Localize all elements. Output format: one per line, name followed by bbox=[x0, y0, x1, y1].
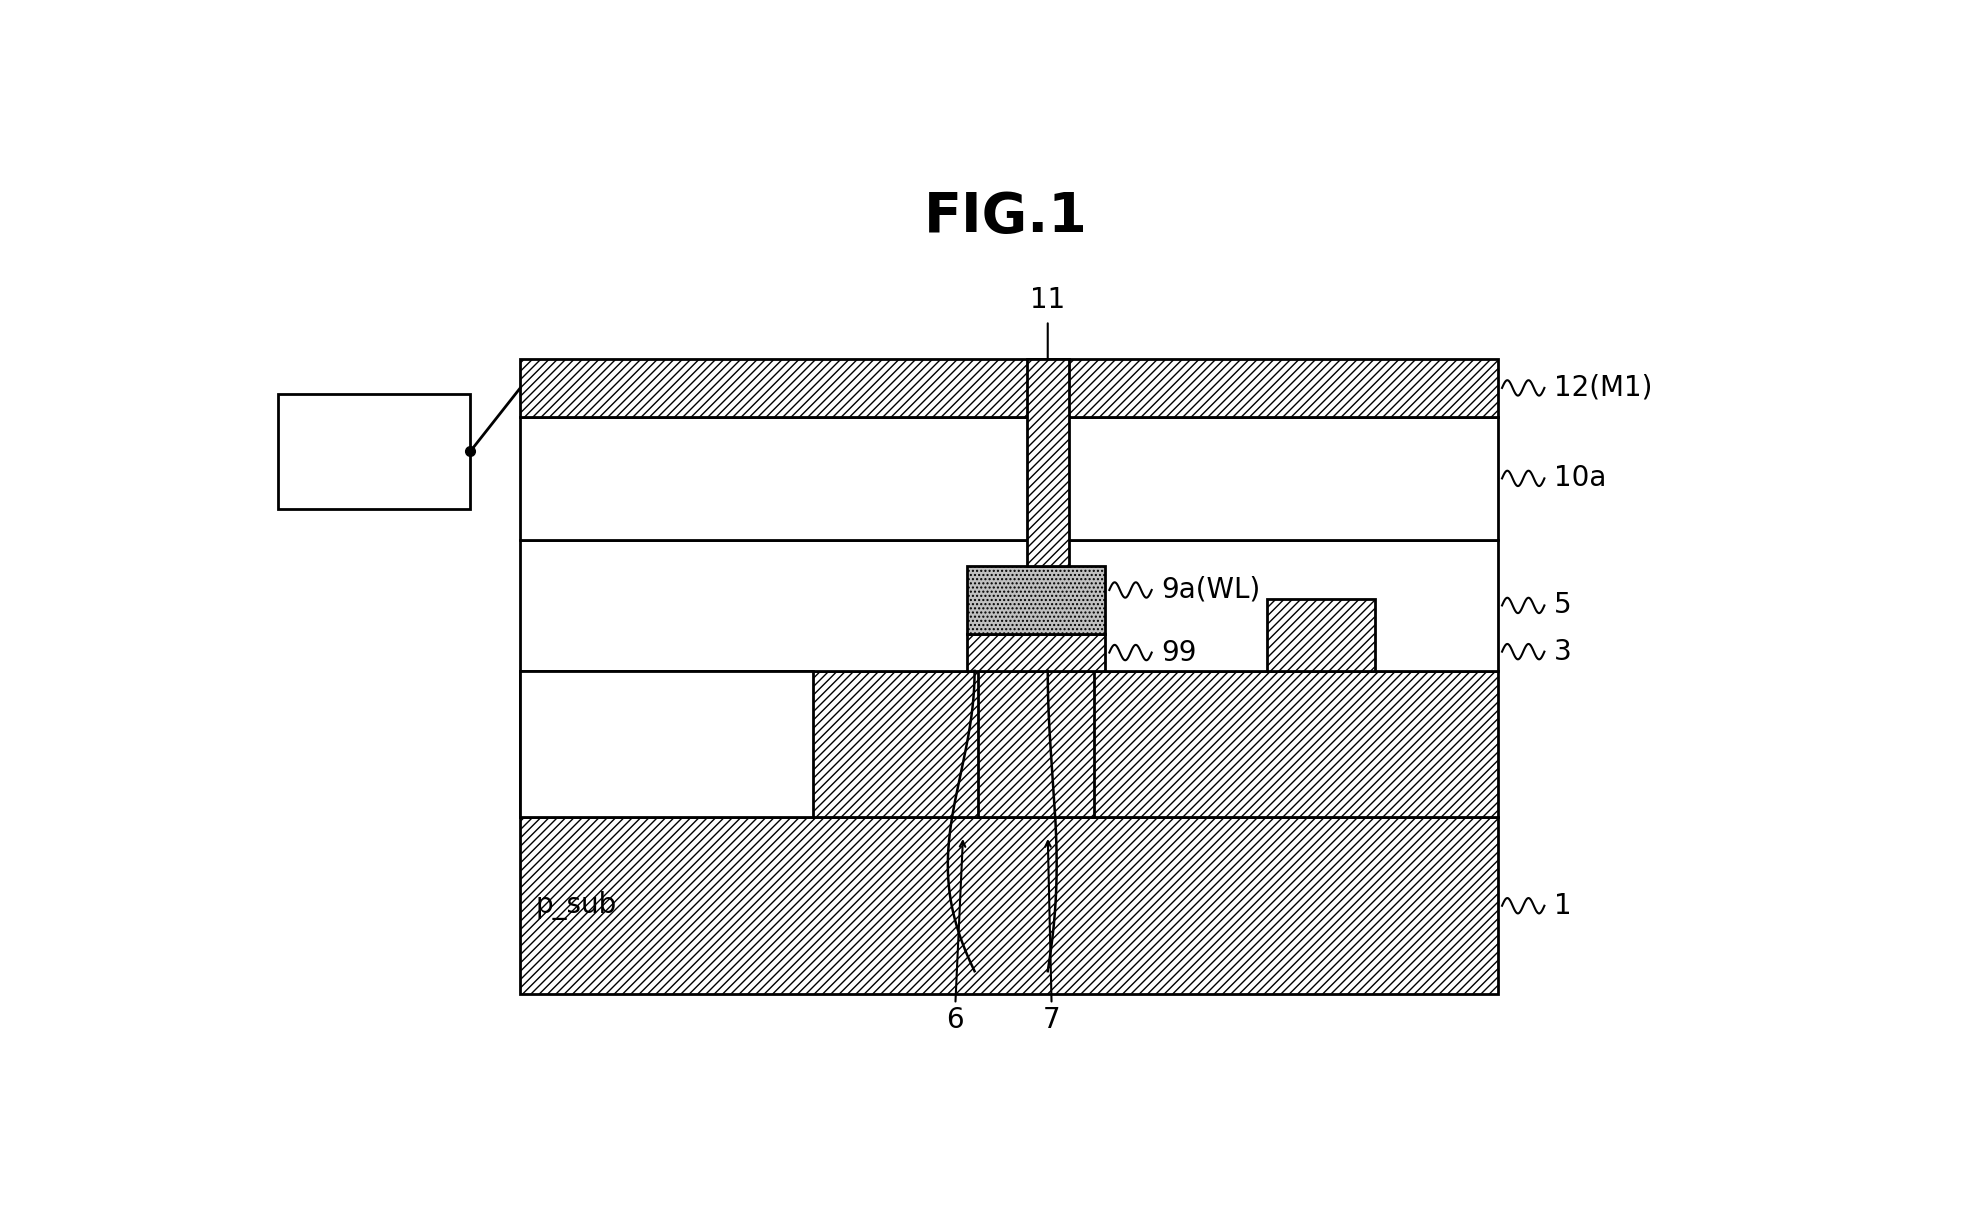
Text: 7: 7 bbox=[1043, 1006, 1060, 1034]
Text: DECODER: DECODER bbox=[299, 463, 450, 491]
Text: PW: PW bbox=[535, 767, 580, 795]
Text: X: X bbox=[364, 418, 384, 447]
Bar bbox=[521, 416, 1499, 540]
Bar bbox=[978, 670, 1094, 817]
Bar bbox=[521, 540, 1499, 670]
Text: 3: 3 bbox=[1554, 637, 1572, 665]
Text: 11: 11 bbox=[1031, 287, 1066, 314]
Bar bbox=[1027, 359, 1068, 567]
Text: 5: 5 bbox=[1554, 591, 1572, 619]
Bar bbox=[521, 670, 812, 817]
Text: 99: 99 bbox=[1161, 639, 1196, 667]
Text: FIG.1: FIG.1 bbox=[923, 189, 1088, 244]
Text: 10a: 10a bbox=[1554, 464, 1605, 492]
Bar bbox=[968, 634, 1105, 670]
Bar bbox=[277, 393, 470, 509]
Bar bbox=[521, 670, 1499, 817]
Text: STI: STI bbox=[543, 730, 586, 758]
Bar bbox=[521, 359, 1499, 416]
Bar bbox=[521, 817, 1499, 994]
Text: 12(M1): 12(M1) bbox=[1554, 374, 1652, 402]
Text: 9a(WL): 9a(WL) bbox=[1161, 576, 1261, 604]
Text: 1: 1 bbox=[1554, 891, 1572, 919]
Text: 6: 6 bbox=[946, 1006, 964, 1034]
Bar bbox=[1267, 598, 1375, 670]
Text: p_sub: p_sub bbox=[535, 891, 618, 921]
Bar bbox=[968, 567, 1105, 634]
